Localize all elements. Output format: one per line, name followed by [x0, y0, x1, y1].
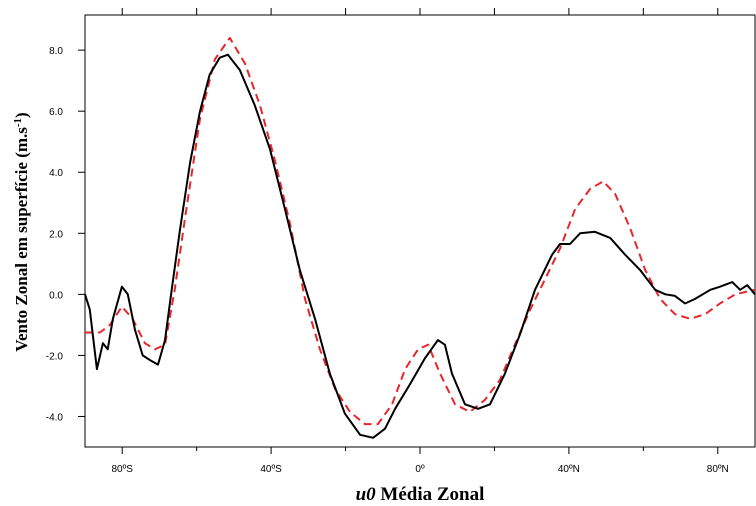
- x-tick-label: 40ºN: [558, 464, 580, 475]
- y-label-text: Vento Zonal em superfície (m.s: [12, 127, 31, 352]
- data-line: [84, 53, 756, 439]
- y-label-end: ): [12, 112, 31, 118]
- x-tick-label: 80ºN: [707, 464, 729, 475]
- x-tick-label: 40ºS: [260, 464, 282, 475]
- y-label-sup: -1: [12, 118, 24, 127]
- y-tick-label: 4.0: [49, 168, 63, 179]
- data-line: [85, 36, 756, 426]
- x-axis-label: u0 Média Zonal: [356, 484, 485, 505]
- x-tick-label: 0º: [415, 464, 425, 475]
- y-tick-label: 0.0: [49, 290, 63, 301]
- y-tick-label: 2.0: [49, 229, 63, 240]
- x-tick-label: 80ºS: [111, 464, 133, 475]
- y-tick-label: 6.0: [49, 107, 63, 118]
- y-tick-label: -2.0: [46, 351, 64, 362]
- x-label-italic: u0: [356, 484, 377, 505]
- y-axis-label: Vento Zonal em superfície (m.s-1): [12, 112, 31, 351]
- y-tick-label: 8.0: [49, 46, 63, 57]
- plot-frame: [84, 14, 756, 448]
- x-label-text: Média Zonal: [380, 484, 484, 505]
- y-tick-label: -4.0: [46, 412, 64, 423]
